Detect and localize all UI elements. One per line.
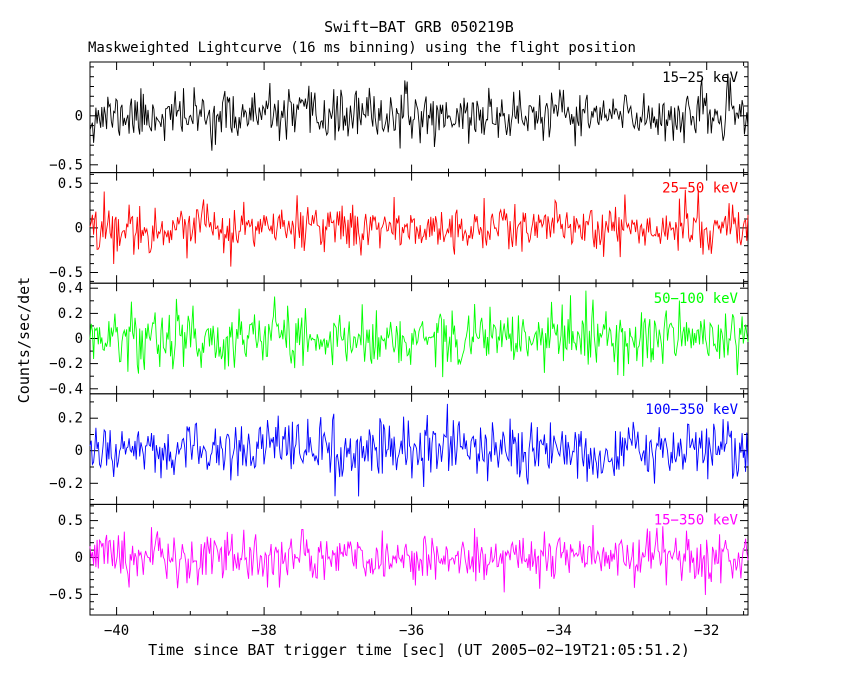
y-tick-label: −0.2	[49, 476, 83, 492]
y-tick-label: 0	[75, 108, 83, 124]
panel-ticks	[90, 62, 748, 173]
lightcurve-trace	[89, 189, 749, 267]
energy-band-label: 50−100 keV	[654, 291, 739, 307]
y-tick-label: 0.5	[58, 176, 83, 192]
y-tick-label: −0.4	[49, 381, 83, 397]
y-tick-label: −0.2	[49, 356, 83, 372]
chart-subtitle: Maskweighted Lightcurve (16 ms binning) …	[88, 40, 636, 56]
x-tick-label: −34	[547, 623, 572, 639]
y-tick-label: 0.5	[58, 513, 83, 529]
panel-100−350-keV: 0.2 0 −0.2 100−350 keV	[49, 393, 749, 505]
y-tick-label: 0	[75, 443, 83, 459]
x-tick-label: −38	[251, 623, 276, 639]
y-tick-label: −0.5	[49, 265, 83, 281]
y-axis-label: Counts/sec/det	[15, 276, 33, 404]
energy-band-label: 25−50 keV	[662, 181, 738, 197]
x-tick-label: −40	[104, 623, 129, 639]
panel-ticks	[90, 504, 748, 615]
lightcurve-trace	[89, 403, 749, 497]
energy-band-label: 15−25 keV	[662, 70, 738, 86]
panel-25−50-keV: 0.5 0 −0.5 25−50 keV	[49, 172, 749, 284]
x-tick-label: −36	[399, 623, 424, 639]
y-tick-label: 0	[75, 220, 83, 236]
panel-ticks	[90, 393, 748, 505]
panel-ticks	[90, 283, 748, 394]
y-tick-label: −0.5	[49, 587, 83, 603]
y-tick-label: 0	[75, 550, 83, 566]
chart-title: Swift−BAT GRB 050219B	[324, 18, 514, 36]
energy-band-label: 15−350 keV	[654, 512, 739, 528]
y-tick-label: 0.2	[58, 411, 83, 427]
x-axis-label: Time since BAT trigger time [sec] (UT 20…	[148, 641, 690, 659]
panel-50−100-keV: 0.4 0.2 0 −0.2 −0.4 50−100 keV	[49, 281, 749, 397]
x-tick-label: −32	[694, 623, 719, 639]
y-tick-label: 0	[75, 331, 83, 347]
lightcurve-trace	[89, 524, 749, 596]
y-tick-label: 0.2	[58, 306, 83, 322]
y-tick-label: 0.4	[58, 281, 83, 297]
panel-frame	[89, 282, 749, 395]
lightcurve-trace	[89, 290, 749, 378]
panel-15−25-keV: 0 −0.5 15−25 keV	[49, 61, 749, 173]
lightcurve-trace	[89, 73, 749, 151]
energy-band-label: 100−350 keV	[645, 402, 738, 418]
panel-15−350-keV: 0.5 0 −0.5 15−350 keV	[49, 503, 749, 616]
y-tick-label: −0.5	[49, 157, 83, 173]
